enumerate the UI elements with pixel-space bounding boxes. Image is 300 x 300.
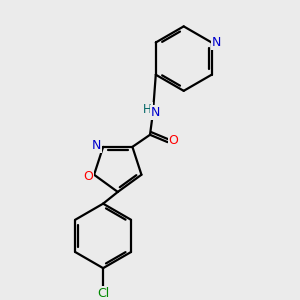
Text: N: N (212, 36, 222, 49)
Text: N: N (92, 139, 101, 152)
Text: Cl: Cl (97, 287, 109, 300)
Text: O: O (169, 134, 178, 147)
Text: N: N (151, 106, 160, 119)
Text: O: O (83, 170, 93, 183)
Text: H: H (143, 103, 152, 116)
